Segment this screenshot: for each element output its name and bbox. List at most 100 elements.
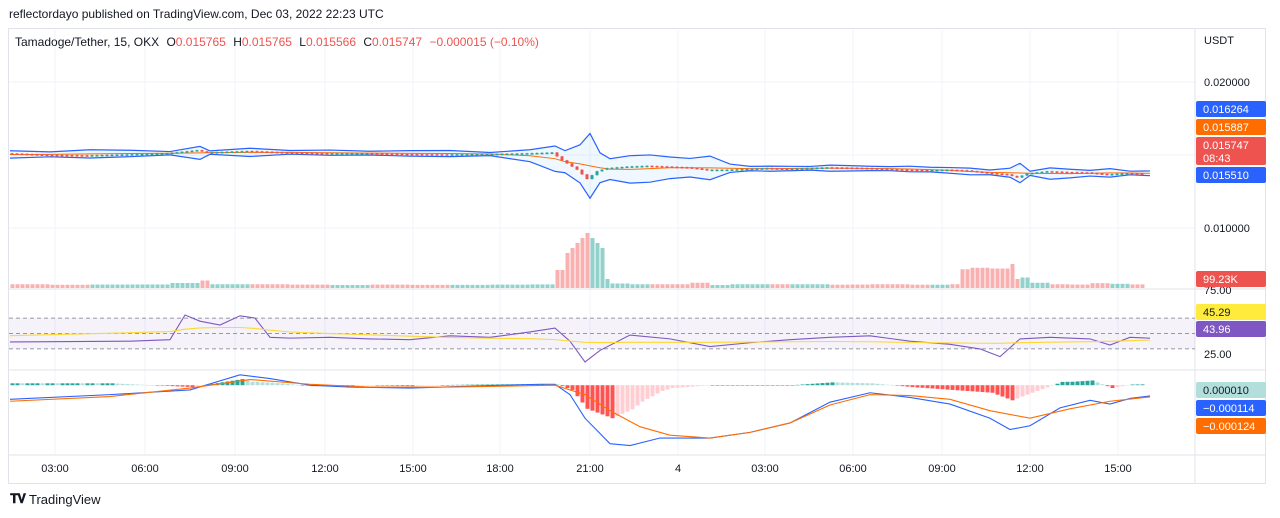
volume-bar xyxy=(940,284,945,288)
volume-bar xyxy=(460,284,465,288)
macd-histogram-bar xyxy=(730,385,735,386)
candle-body xyxy=(505,153,509,156)
candle-body xyxy=(130,154,134,156)
volume-bar xyxy=(985,267,990,288)
candle-body xyxy=(705,169,709,171)
candle-body xyxy=(905,169,909,171)
volume-bar xyxy=(980,267,985,288)
macd-histogram-bar xyxy=(860,383,865,386)
candle-body xyxy=(530,153,534,155)
volume-bar xyxy=(905,284,910,288)
volume-bar xyxy=(605,279,610,288)
candle-body xyxy=(340,153,344,155)
candle-body xyxy=(320,153,324,155)
footer-brand[interactable]: 𝐓𝐕 TradingView xyxy=(10,491,101,507)
macd-histogram-bar xyxy=(595,385,600,413)
volume-bar xyxy=(850,284,855,288)
macd-histogram-bar xyxy=(10,383,15,386)
candle-body xyxy=(1030,173,1034,175)
time-axis-label: 06:00 xyxy=(131,463,159,475)
volume-bar xyxy=(900,284,905,288)
candle-body xyxy=(630,166,634,168)
change-value: −0.000015 (−0.10%) xyxy=(429,35,539,49)
volume-bar xyxy=(740,284,745,288)
candle-body xyxy=(685,167,689,169)
volume-bar xyxy=(445,284,450,288)
candle-body xyxy=(245,150,249,153)
macd-histogram-bar xyxy=(20,383,25,386)
candle-body xyxy=(745,168,749,171)
macd-histogram-bar xyxy=(440,385,445,386)
macd-histogram-bar xyxy=(830,382,835,386)
low-label: L xyxy=(299,35,306,49)
macd-histogram-bar xyxy=(100,383,105,386)
candle-body xyxy=(95,155,99,157)
volume-bar xyxy=(395,284,400,288)
macd-histogram-bar xyxy=(55,383,60,386)
macd-histogram-bar xyxy=(925,385,930,389)
candle-body xyxy=(150,153,154,156)
candle-body xyxy=(185,151,189,153)
volume-bar xyxy=(715,285,720,288)
volume-bar xyxy=(580,238,585,288)
candle-body xyxy=(25,153,29,156)
macd-histogram-bar xyxy=(865,383,870,386)
macd-histogram-bar xyxy=(130,384,135,386)
macd-histogram-bar xyxy=(565,385,570,389)
macd-histogram-bar xyxy=(375,385,380,386)
symbol-label[interactable]: Tamadoge/Tether, 15, OKX xyxy=(15,35,160,49)
macd-histogram-bar xyxy=(575,385,580,397)
volume-bar xyxy=(315,284,320,288)
macd-histogram-bar xyxy=(640,385,645,402)
volume-bar xyxy=(1095,283,1100,288)
chart-frame[interactable] xyxy=(8,28,1266,484)
macd-histogram-bar xyxy=(675,385,680,388)
volume-bar xyxy=(340,285,345,288)
macd-histogram-bar xyxy=(140,384,145,386)
volume-bar xyxy=(570,248,575,288)
macd-histogram-bar xyxy=(960,385,965,391)
volume-bar xyxy=(620,283,625,288)
macd-histogram-bar xyxy=(820,383,825,386)
volume-bar xyxy=(230,284,235,288)
volume-bar xyxy=(385,284,390,288)
candle-body xyxy=(840,167,844,169)
candle-body xyxy=(430,154,434,156)
volume-bar xyxy=(700,282,705,288)
volume-bar xyxy=(595,243,600,288)
candle-body xyxy=(765,168,769,170)
volume-bar xyxy=(745,284,750,288)
macd-histogram-bar xyxy=(395,385,400,386)
volume-bar xyxy=(300,284,305,288)
macd-histogram-bar xyxy=(600,385,605,415)
volume-bar xyxy=(525,284,530,288)
volume-bar xyxy=(730,284,735,288)
volume-bar xyxy=(250,284,255,288)
rsi-ma-badge-bg xyxy=(1196,304,1266,320)
macd-histogram-bar xyxy=(365,385,370,386)
candle-body xyxy=(855,167,859,170)
volume-bar xyxy=(30,284,35,288)
volume-bar xyxy=(245,284,250,288)
candle-body xyxy=(625,166,629,169)
macd-histogram-bar xyxy=(690,385,695,387)
macd-histogram-bar xyxy=(630,385,635,410)
open-value: 0.015765 xyxy=(175,35,226,49)
candle-body xyxy=(240,151,244,153)
volume-bar xyxy=(145,284,150,288)
candle-body xyxy=(225,151,229,154)
volume-bar xyxy=(260,284,265,288)
candle-body xyxy=(1010,174,1014,176)
candle-body xyxy=(255,151,259,153)
volume-bar xyxy=(1010,264,1015,288)
volume-bar xyxy=(25,284,30,288)
candle-body xyxy=(970,170,974,172)
volume-bar xyxy=(920,284,925,288)
macd-histogram-bar xyxy=(115,383,120,386)
candle-body xyxy=(615,167,619,169)
macd-histogram-bar xyxy=(1070,381,1075,386)
candle-body xyxy=(695,167,699,170)
candle-body xyxy=(775,168,779,170)
volume-bar xyxy=(590,238,595,288)
